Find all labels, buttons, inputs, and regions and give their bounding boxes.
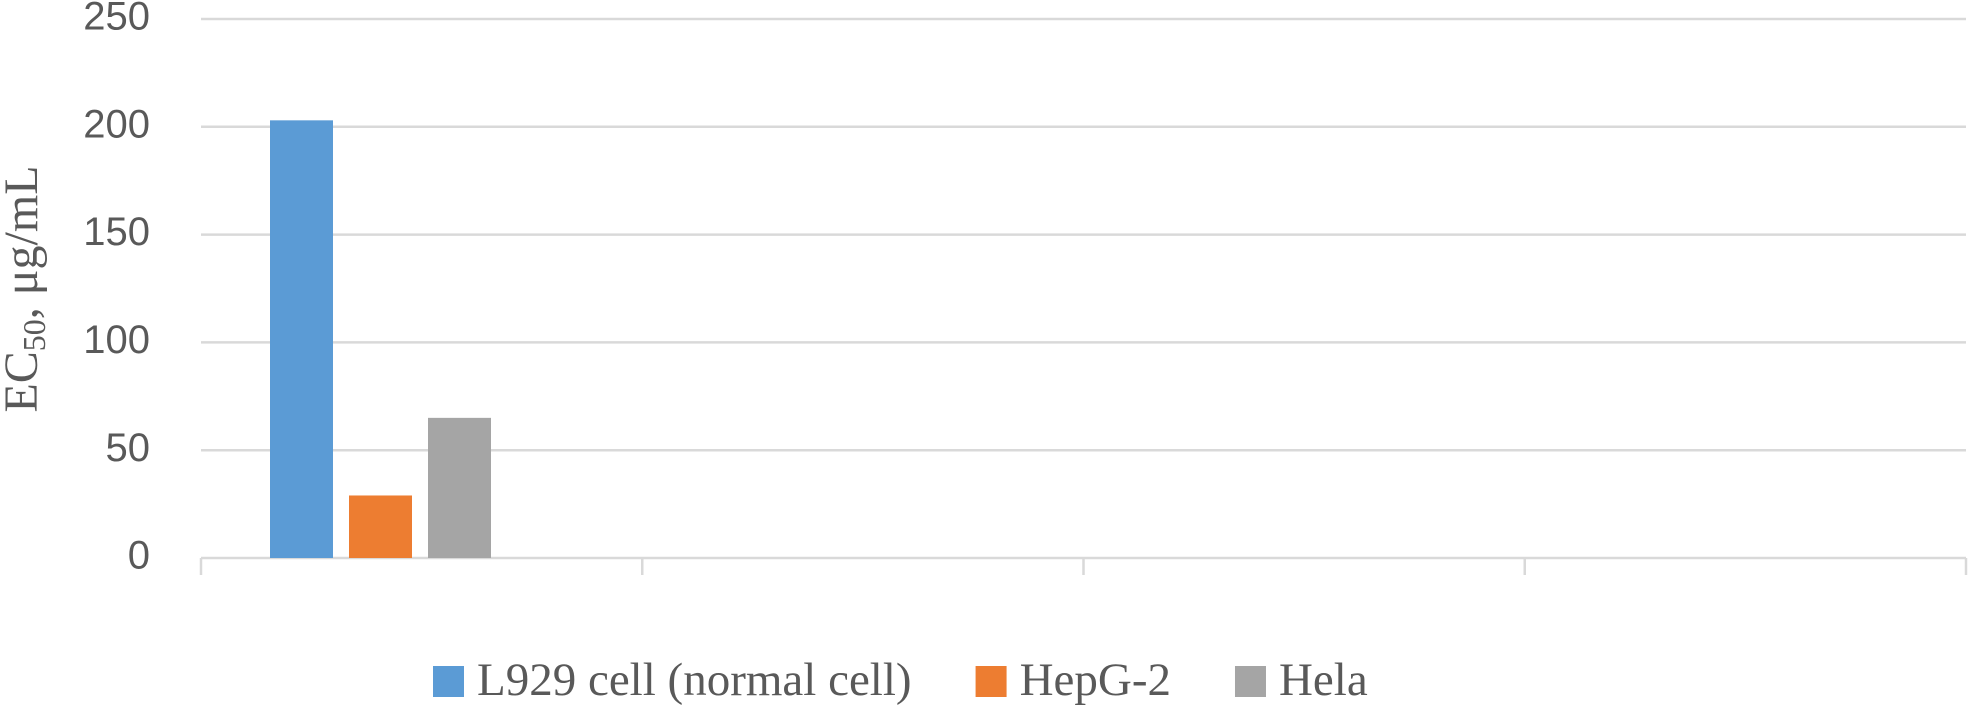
- y-tick-label: 250: [83, 0, 150, 39]
- y-label-sub: 50: [16, 319, 52, 351]
- y-label-main: EC: [0, 351, 48, 412]
- y-tick-label: 150: [83, 210, 150, 254]
- legend-label: HepG-2: [1020, 654, 1171, 706]
- y-tick-label: 100: [83, 318, 150, 362]
- bar: [349, 495, 412, 558]
- y-tick-label: 200: [83, 102, 150, 146]
- legend-swatch: [975, 666, 1007, 697]
- legend-label: Hela: [1279, 654, 1368, 706]
- y-tick-label: 0: [128, 534, 150, 578]
- y-tick-label: 50: [106, 426, 151, 470]
- y-label-unit: , μg/mL: [0, 165, 48, 319]
- legend-label: L929 cell (normal cell): [477, 654, 912, 706]
- bar: [428, 417, 491, 558]
- y-axis-label: EC50, μg/mL: [0, 165, 52, 412]
- bar: [270, 120, 333, 558]
- legend-swatch: [433, 666, 464, 697]
- legend-swatch: [1234, 666, 1266, 697]
